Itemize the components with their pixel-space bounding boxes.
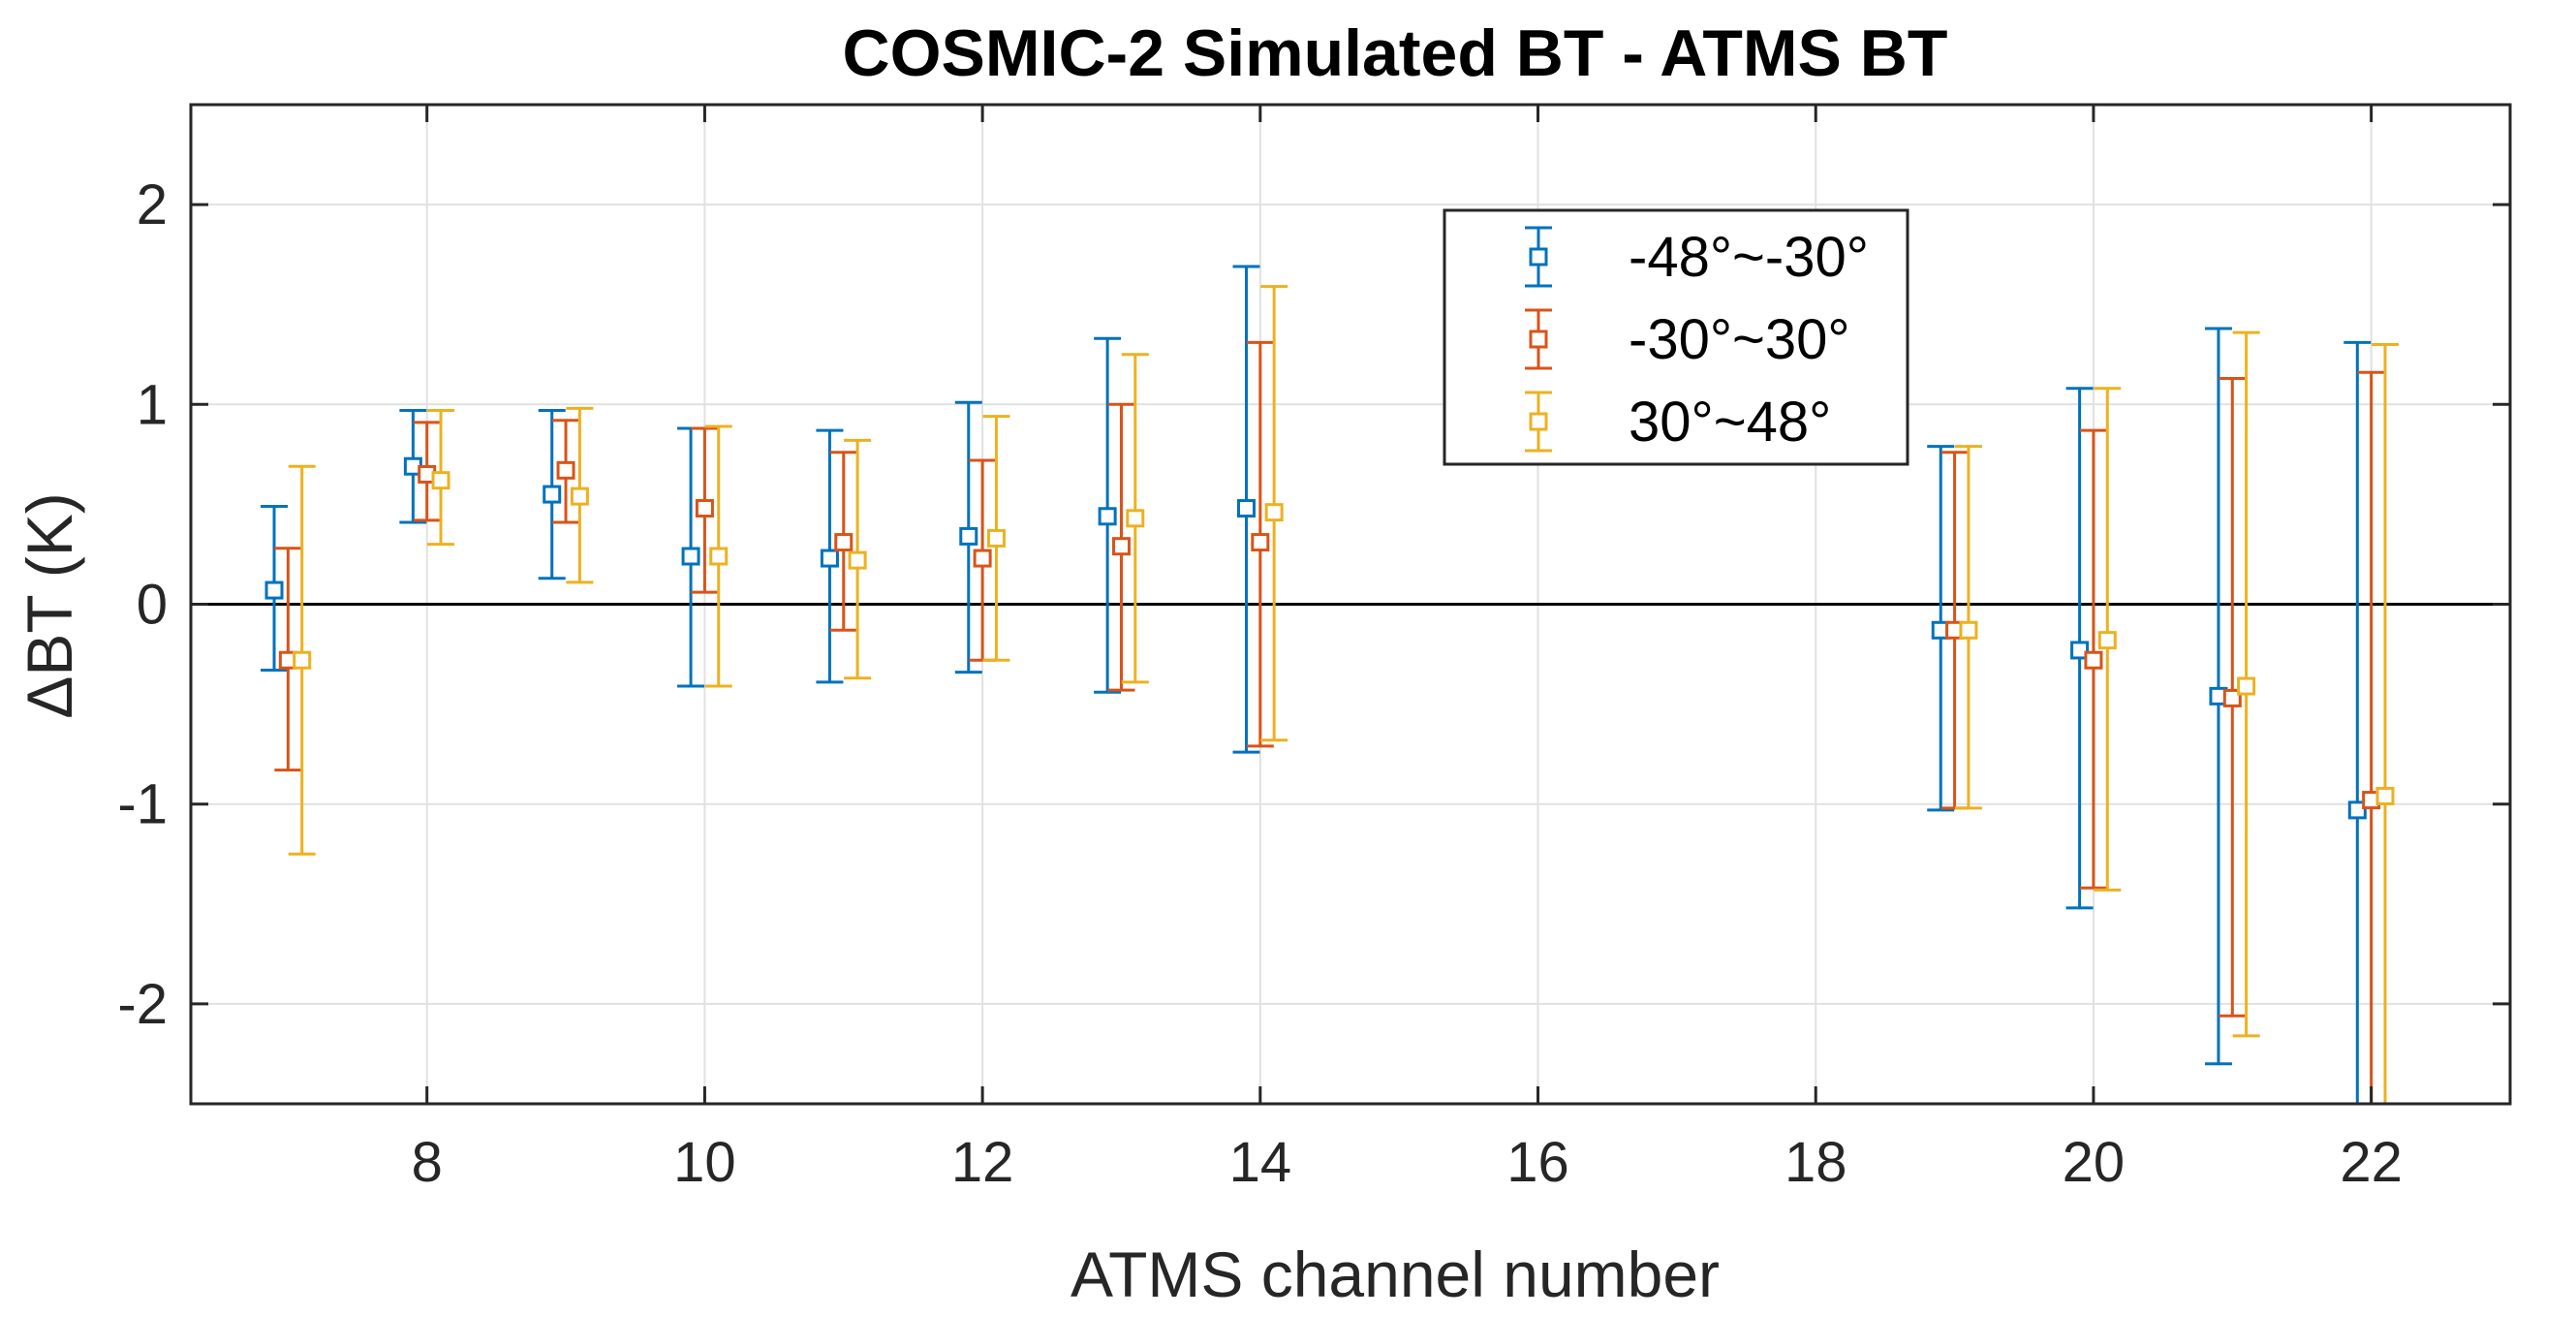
chart-title: COSMIC-2 Simulated BT - ATMS BT — [843, 16, 1948, 90]
x-tick-label: 18 — [1785, 1131, 1847, 1194]
data-point-marker — [2375, 786, 2395, 805]
y-tick-label: -1 — [117, 773, 168, 836]
data-point-marker — [2347, 800, 2367, 820]
data-point-marker — [431, 471, 450, 490]
data-point-marker — [264, 580, 284, 600]
x-axis-label: ATMS channel number — [1071, 1239, 1720, 1310]
data-point-marker — [1098, 507, 1117, 526]
legend-label: -48°~-30° — [1629, 226, 1869, 289]
x-tick-label: 8 — [412, 1131, 443, 1194]
data-point-marker — [695, 499, 714, 518]
data-point-marker — [1126, 509, 1145, 528]
legend-label: 30°~48° — [1629, 391, 1831, 454]
data-point-marker — [848, 550, 867, 570]
data-point-marker — [1236, 499, 1256, 518]
data-point-marker — [973, 549, 992, 568]
legend: -48°~-30° -30°~30° 30°~48° — [1443, 208, 1909, 466]
data-point-marker — [834, 533, 853, 552]
data-point-marker — [1959, 620, 1978, 640]
y-tick-label: 1 — [137, 373, 168, 436]
x-tick-label: 20 — [2063, 1131, 2126, 1194]
data-point-marker — [556, 460, 575, 480]
data-point-marker — [2070, 641, 2090, 660]
x-tick-label: 12 — [951, 1131, 1014, 1194]
legend-marker — [1529, 329, 1548, 349]
data-point-marker — [681, 547, 700, 566]
data-point-marker — [959, 526, 978, 546]
x-tick-label: 10 — [673, 1131, 736, 1194]
data-point-marker — [543, 485, 562, 504]
data-point-marker — [2097, 631, 2117, 650]
x-tick-label: 16 — [1506, 1131, 1569, 1194]
data-point-marker — [293, 650, 312, 670]
series-layer — [261, 265, 2399, 1106]
data-point-marker — [1264, 503, 1284, 522]
data-point-marker — [986, 528, 1006, 548]
series-2 — [274, 340, 2385, 1106]
data-point-marker — [1111, 537, 1131, 556]
legend-marker — [1529, 412, 1548, 431]
y-tick-label: 2 — [137, 173, 168, 236]
data-point-marker — [570, 486, 589, 506]
data-point-marker — [820, 549, 839, 568]
legend-marker — [1529, 247, 1548, 267]
data-point-marker — [1251, 533, 1270, 552]
y-tick-label: 0 — [137, 574, 168, 637]
data-point-marker — [2237, 676, 2256, 696]
x-tick-label: 14 — [1229, 1131, 1292, 1194]
data-point-marker — [2084, 650, 2103, 670]
y-axis-label: ΔBT (K) — [14, 492, 85, 719]
series-1 — [261, 265, 2372, 1106]
x-tick-label: 22 — [2340, 1131, 2403, 1194]
data-point-marker — [2222, 688, 2242, 707]
legend-box — [1443, 208, 1909, 466]
series-3 — [288, 285, 2399, 1106]
y-tick-label: -2 — [117, 973, 168, 1036]
legend-label: -30°~30° — [1629, 308, 1850, 371]
data-point-marker — [709, 547, 729, 566]
